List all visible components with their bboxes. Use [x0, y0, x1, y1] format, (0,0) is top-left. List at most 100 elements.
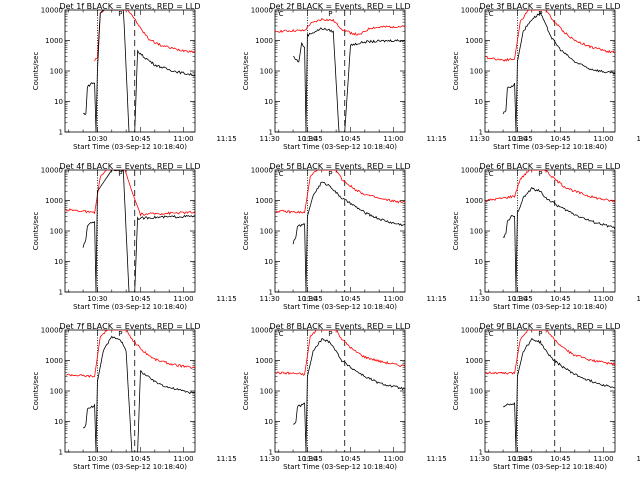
- x-tick-label: 11:15: [216, 135, 236, 143]
- panel-title: Det 6f BLACK = Events, RED = LLD: [479, 162, 620, 171]
- plot-frame: [274, 329, 406, 453]
- y-tick-label: 1000: [255, 197, 273, 205]
- y-tick-label: 100: [260, 388, 273, 396]
- x-tick-label: 10:30: [87, 135, 107, 143]
- x-axis-label: Start Time (03-Sep-12 10:18:40): [493, 143, 607, 151]
- plot-frame: [484, 169, 616, 293]
- annotation-c: C: [489, 170, 494, 178]
- panel-det-9f: Det 9f BLACK = Events, RED = LLD 1 10 100 10…: [452, 322, 640, 471]
- x-tick-label: 11:00: [383, 295, 403, 303]
- panel-title: Det 3f BLACK = Events, RED = LLD: [479, 2, 620, 11]
- panel-title: Det 7f BLACK = Events, RED = LLD: [59, 322, 200, 331]
- panel-det-2f: Det 2f BLACK = Events, RED = LLD 1 10 100 10…: [242, 2, 533, 151]
- y-tick-label: 1: [269, 129, 273, 137]
- panel-title: Det 1f BLACK = Events, RED = LLD: [59, 2, 200, 11]
- y-tick-label: 100: [260, 68, 273, 76]
- y-tick-label: 10000: [251, 167, 273, 175]
- y-tick-label: 1: [59, 129, 63, 137]
- y-tick-label: 1: [59, 449, 63, 457]
- x-tick-label: 11:15: [426, 135, 446, 143]
- annotation-p: P: [118, 170, 122, 178]
- lld-series-line: [65, 330, 195, 378]
- lld-series-line: [275, 17, 405, 36]
- y-axis-label: Counts/sec: [242, 212, 250, 251]
- annotation-c: C: [279, 10, 284, 18]
- panel-title: Det 4f BLACK = Events, RED = LLD: [59, 162, 200, 171]
- x-tick-label: 11:15: [426, 455, 446, 463]
- lld-series-line: [94, 10, 195, 62]
- panel-det-3f: Det 3f BLACK = Events, RED = LLD 1 10 100 10…: [452, 2, 640, 151]
- x-tick-label: 11:45: [513, 455, 533, 463]
- y-tick-label: 10000: [461, 7, 483, 15]
- plot-frame: [484, 329, 616, 453]
- y-tick-label: 10000: [461, 167, 483, 175]
- y-tick-label: 10: [264, 258, 273, 266]
- x-tick-label: 10:30: [87, 295, 107, 303]
- x-tick-label: 11:45: [303, 135, 323, 143]
- y-axis-label: Counts/sec: [452, 52, 460, 91]
- x-tick-label: 10:30: [507, 455, 527, 463]
- y-axis-label: Counts/sec: [452, 212, 460, 251]
- x-tick-label: 10:45: [340, 135, 360, 143]
- y-tick-label: 10: [54, 98, 63, 106]
- x-tick-label: 11:00: [593, 295, 613, 303]
- y-tick-label: 1: [269, 449, 273, 457]
- x-tick-label: 10:45: [550, 455, 570, 463]
- x-tick-label: 11:30: [260, 135, 280, 143]
- panel-title: Det 2f BLACK = Events, RED = LLD: [269, 2, 410, 11]
- x-tick-label: 10:45: [340, 455, 360, 463]
- x-tick-label: 10:30: [297, 455, 317, 463]
- annotation-c: C: [489, 10, 494, 18]
- annotation-p: P: [328, 170, 332, 178]
- y-axis-label: Counts/sec: [242, 372, 250, 411]
- events-series-line: [82, 170, 195, 292]
- x-tick-label: 11:15: [216, 455, 236, 463]
- y-tick-label: 10000: [251, 327, 273, 335]
- y-tick-label: 100: [50, 228, 63, 236]
- annotation-p: P: [328, 10, 332, 18]
- y-tick-label: 100: [50, 388, 63, 396]
- x-tick-label: 11:15: [636, 135, 640, 143]
- plot-frame: [64, 329, 196, 453]
- y-tick-label: 1: [479, 449, 483, 457]
- y-tick-label: 1000: [45, 357, 63, 365]
- x-tick-label: 10:30: [507, 135, 527, 143]
- x-tick-label: 11:45: [513, 135, 533, 143]
- y-tick-label: 1000: [45, 197, 63, 205]
- x-tick-label: 11:45: [303, 295, 323, 303]
- plot-frame: [274, 169, 406, 293]
- events-series-line: [83, 10, 195, 132]
- x-tick-label: 11:15: [216, 295, 236, 303]
- lld-series-line: [485, 10, 615, 62]
- y-tick-label: 10: [264, 98, 273, 106]
- x-tick-label: 11:15: [636, 295, 640, 303]
- x-tick-label: 11:30: [470, 295, 490, 303]
- y-tick-label: 1000: [465, 357, 483, 365]
- x-axis-label: Start Time (03-Sep-12 10:18:40): [73, 303, 187, 311]
- lld-series-line: [275, 330, 405, 376]
- x-axis-label: Start Time (03-Sep-12 10:18:40): [493, 303, 607, 311]
- x-tick-label: 11:00: [593, 455, 613, 463]
- y-tick-label: 100: [470, 68, 483, 76]
- annotation-p: P: [118, 10, 122, 18]
- x-tick-label: 11:00: [173, 455, 193, 463]
- plot-frame: [64, 169, 196, 293]
- x-tick-label: 11:00: [593, 135, 613, 143]
- y-tick-label: 1: [269, 289, 273, 297]
- annotation-p: P: [538, 10, 542, 18]
- events-series-line: [292, 181, 405, 292]
- y-tick-label: 10: [474, 98, 483, 106]
- lld-series-line: [485, 330, 615, 375]
- x-axis-label: Start Time (03-Sep-12 10:18:40): [73, 463, 187, 471]
- panel-det-1f: Det 1f BLACK = Events, RED = LLD 1 10 100 10…: [32, 2, 323, 151]
- lld-series-line: [275, 170, 405, 214]
- x-tick-label: 10:45: [130, 295, 150, 303]
- y-tick-label: 10: [474, 418, 483, 426]
- x-tick-label: 11:45: [303, 455, 323, 463]
- y-tick-label: 10: [54, 258, 63, 266]
- x-tick-label: 11:00: [173, 295, 193, 303]
- y-tick-label: 10: [264, 418, 273, 426]
- y-axis-label: Counts/sec: [242, 52, 250, 91]
- events-series-line: [292, 27, 405, 132]
